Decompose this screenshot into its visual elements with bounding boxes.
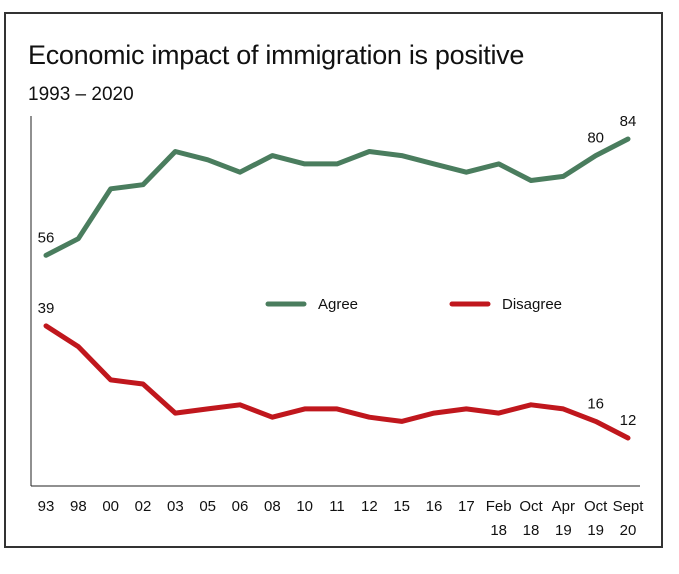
data-label: 80 (587, 130, 604, 147)
x-tick-label: 02 (135, 498, 152, 515)
chart-title: Economic impact of immigration is positi… (28, 40, 525, 70)
x-tick-label: 15 (393, 498, 410, 515)
legend-label-agree: Agree (318, 296, 358, 313)
x-tick-label: 03 (167, 498, 184, 515)
x-tick-label: 06 (232, 498, 249, 515)
x-tick-label: 12 (361, 498, 378, 515)
x-tick-label: 17 (458, 498, 475, 515)
x-tick-label: 11 (329, 498, 345, 515)
data-label: 84 (620, 113, 637, 130)
x-tick-label: Feb 18 (486, 498, 512, 539)
x-tick-label: Sept 20 (613, 498, 645, 539)
legend-label-disagree: Disagree (502, 296, 562, 313)
x-tick-label: Apr 19 (552, 498, 575, 539)
x-tick-label: Oct 18 (519, 498, 543, 539)
chart-lines (43, 136, 631, 441)
chart-subtitle: 1993 – 2020 (28, 84, 134, 105)
data-label: 56 (38, 229, 55, 246)
legend: Agree Disagree (265, 296, 562, 313)
data-label: 39 (38, 300, 55, 317)
data-label: 16 (587, 395, 604, 412)
x-tick-label: 08 (264, 498, 281, 515)
x-tick-label: 00 (102, 498, 119, 515)
chart-axes (30, 116, 640, 487)
chart-frame (4, 12, 663, 548)
x-tick-labels: 93 98 00 02 03 05 06 08 10 11 12 15 16 17 Feb 18 Oct 18 Ap… (38, 498, 645, 539)
x-tick-label: Oct 19 (584, 498, 608, 539)
data-labels: 56 80 84 39 16 12 (38, 113, 637, 429)
x-tick-label: 98 (70, 498, 87, 515)
x-tick-label: 10 (296, 498, 313, 515)
data-label: 12 (620, 412, 637, 429)
series-line-disagree (43, 323, 631, 441)
x-tick-label: 16 (426, 498, 443, 515)
x-tick-label: 93 (38, 498, 55, 515)
series-line-agree (43, 136, 631, 258)
x-tick-label: 05 (199, 498, 216, 515)
